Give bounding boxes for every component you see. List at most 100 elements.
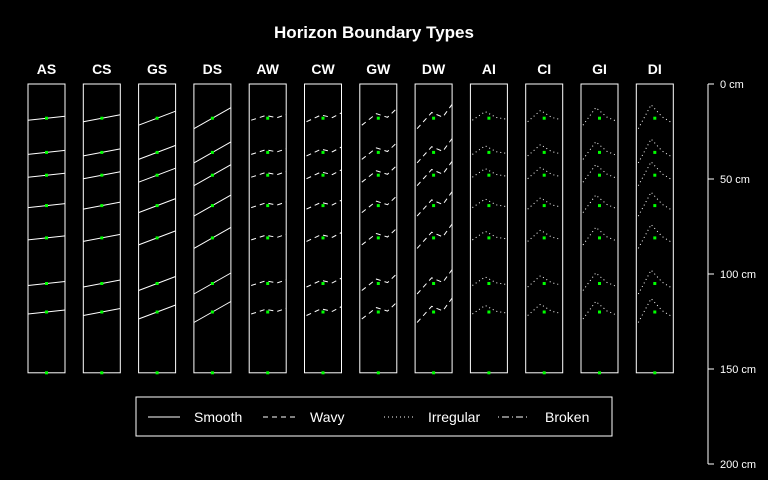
boundary-marker (155, 282, 159, 285)
boundary-line (472, 276, 506, 286)
profile-frame (248, 83, 287, 374)
boundary-marker (376, 310, 380, 314)
boundary-marker (210, 282, 214, 285)
boundary-line (637, 223, 672, 249)
boundary-marker (542, 204, 546, 208)
boundary-marker (598, 173, 601, 177)
y-tick-label: 100 cm (720, 269, 756, 281)
boundary-marker (432, 116, 436, 120)
boundary-marker (653, 150, 657, 154)
legend-label-broken: Broken (545, 409, 589, 425)
bottom-marker (100, 371, 104, 375)
boundary-line (637, 297, 672, 323)
boundary-line (306, 277, 342, 288)
boundary-line (251, 114, 287, 121)
boundary-line (582, 141, 617, 160)
profile-frame (580, 83, 619, 374)
bottom-marker (542, 371, 546, 375)
column-label-gw: GW (366, 61, 391, 77)
boundary-line (416, 269, 453, 295)
boundary-line (582, 300, 617, 320)
boundary-marker (487, 204, 491, 208)
boundary-line (416, 138, 453, 164)
boundary-line (306, 112, 342, 123)
bottom-marker (210, 371, 214, 375)
bottom-marker (487, 371, 491, 375)
boundary-marker (45, 116, 48, 120)
boundary-marker (432, 310, 436, 314)
boundary-line (472, 168, 506, 178)
boundary-line (582, 226, 617, 246)
y-tick-label: 200 cm (720, 459, 756, 471)
boundary-marker (653, 282, 657, 285)
boundary-marker (598, 282, 601, 285)
boundary-marker (432, 150, 436, 154)
boundary-line (527, 303, 561, 316)
boundary-marker (598, 150, 601, 154)
boundary-marker (210, 150, 214, 154)
boundary-marker (376, 150, 380, 154)
column-label-dw: DW (422, 61, 446, 77)
boundary-marker (45, 150, 48, 154)
boundary-marker (155, 173, 159, 177)
depth-axis: 0 cm 50 cm 100 cm 150 cm 200 cm (707, 79, 756, 471)
boundary-line (416, 161, 453, 187)
column-label-aw: AW (256, 61, 279, 77)
boundary-marker (321, 282, 325, 285)
boundary-marker (210, 116, 214, 120)
profile-frame (525, 83, 564, 374)
profile-cs: CS (82, 61, 121, 375)
boundary-line (306, 306, 342, 316)
legend: Smooth Wavy Irregular Broken (135, 396, 613, 437)
boundary-marker (598, 236, 601, 240)
boundary-marker (376, 116, 380, 120)
boundary-marker (100, 150, 104, 154)
boundary-marker (598, 116, 601, 120)
legend-entry-wavy: Wavy (263, 409, 344, 425)
column-label-ci: CI (537, 61, 551, 77)
boundary-line (637, 269, 672, 295)
bottom-marker (321, 371, 325, 375)
boundary-line (361, 108, 398, 126)
boundary-line (306, 146, 342, 157)
legend-label-wavy: Wavy (310, 409, 344, 425)
bottom-marker (266, 371, 270, 375)
profile-frame (27, 83, 66, 374)
column-label-di: DI (648, 61, 662, 77)
column-label-gs: GS (147, 61, 167, 77)
boundary-line (251, 279, 287, 286)
boundary-line (527, 275, 561, 288)
profile-dw: DW (414, 61, 453, 375)
boundary-marker (45, 282, 48, 285)
boundary-marker (542, 173, 546, 177)
boundary-marker (266, 282, 270, 285)
boundary-line (472, 304, 506, 315)
boundary-line (306, 199, 342, 210)
boundary-marker (321, 310, 325, 314)
legend-entry-irregular: Irregular (384, 409, 480, 425)
legend-entry-smooth: Smooth (148, 409, 242, 425)
boundary-marker (653, 173, 657, 177)
boundary-marker (432, 173, 436, 177)
bottom-marker (376, 371, 380, 375)
profile-frame (359, 83, 398, 374)
boundary-marker (487, 236, 491, 240)
boundary-marker (487, 173, 491, 177)
profile-frame (304, 83, 342, 374)
boundary-marker (100, 310, 104, 314)
boundary-marker (542, 236, 546, 240)
boundary-line (472, 111, 506, 121)
boundary-line (416, 104, 453, 130)
boundary-line (582, 163, 617, 183)
boundary-marker (321, 173, 325, 177)
boundary-marker (598, 204, 601, 208)
boundary-marker (100, 236, 104, 240)
boundary-line (637, 191, 672, 217)
boundary-marker (653, 204, 657, 208)
profile-gs: GS (138, 61, 177, 375)
column-label-gi: GI (592, 61, 607, 77)
boundary-line (361, 142, 398, 160)
profile-aw: AW (248, 61, 287, 375)
boundary-line (251, 201, 287, 209)
